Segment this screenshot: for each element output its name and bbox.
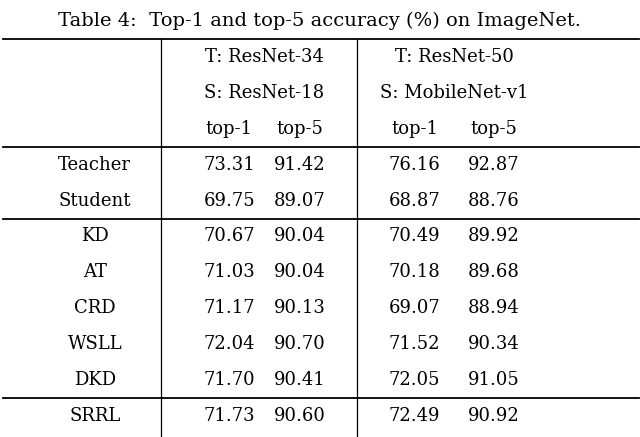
Text: DKD: DKD [74,371,116,389]
Text: S: MobileNet-v1: S: MobileNet-v1 [380,84,529,102]
Text: CRD: CRD [74,299,116,317]
Text: top-1: top-1 [205,120,253,138]
Text: top-5: top-5 [276,120,323,138]
Text: 89.07: 89.07 [274,191,325,210]
Text: SRRL: SRRL [69,406,120,425]
Text: 71.70: 71.70 [204,371,255,389]
Text: 92.87: 92.87 [468,156,520,174]
Text: 90.34: 90.34 [468,335,520,353]
Text: 88.76: 88.76 [468,191,520,210]
Text: 69.07: 69.07 [389,299,440,317]
Text: 71.17: 71.17 [204,299,255,317]
Text: 76.16: 76.16 [389,156,440,174]
Text: 89.92: 89.92 [468,227,520,246]
Text: 69.75: 69.75 [204,191,255,210]
Text: 90.13: 90.13 [273,299,326,317]
Text: 72.05: 72.05 [389,371,440,389]
Text: top-1: top-1 [391,120,438,138]
Text: 73.31: 73.31 [204,156,255,174]
Text: top-5: top-5 [470,120,518,138]
Text: 90.70: 90.70 [274,335,325,353]
Text: 68.87: 68.87 [389,191,440,210]
Text: 70.67: 70.67 [204,227,255,246]
Text: AT: AT [83,263,107,281]
Text: 90.60: 90.60 [273,406,326,425]
Text: 72.49: 72.49 [389,406,440,425]
Text: 71.03: 71.03 [204,263,255,281]
Text: 90.41: 90.41 [274,371,325,389]
Text: 90.92: 90.92 [468,406,520,425]
Text: 71.73: 71.73 [204,406,255,425]
Text: 70.18: 70.18 [389,263,440,281]
Text: Table 4:  Top-1 and top-5 accuracy (%) on ImageNet.: Table 4: Top-1 and top-5 accuracy (%) on… [58,12,582,31]
Text: 91.42: 91.42 [274,156,325,174]
Text: 71.52: 71.52 [389,335,440,353]
Text: Student: Student [58,191,131,210]
Text: S: ResNet-18: S: ResNet-18 [204,84,324,102]
Text: 90.04: 90.04 [274,263,325,281]
Text: 72.04: 72.04 [204,335,255,353]
Text: KD: KD [81,227,109,246]
Text: T: ResNet-50: T: ResNet-50 [395,48,514,66]
Text: 91.05: 91.05 [468,371,520,389]
Text: Teacher: Teacher [58,156,131,174]
Text: 89.68: 89.68 [468,263,520,281]
Text: 90.04: 90.04 [274,227,325,246]
Text: 88.94: 88.94 [468,299,520,317]
Text: 70.49: 70.49 [389,227,440,246]
Text: WSLL: WSLL [67,335,122,353]
Text: T: ResNet-34: T: ResNet-34 [205,48,324,66]
